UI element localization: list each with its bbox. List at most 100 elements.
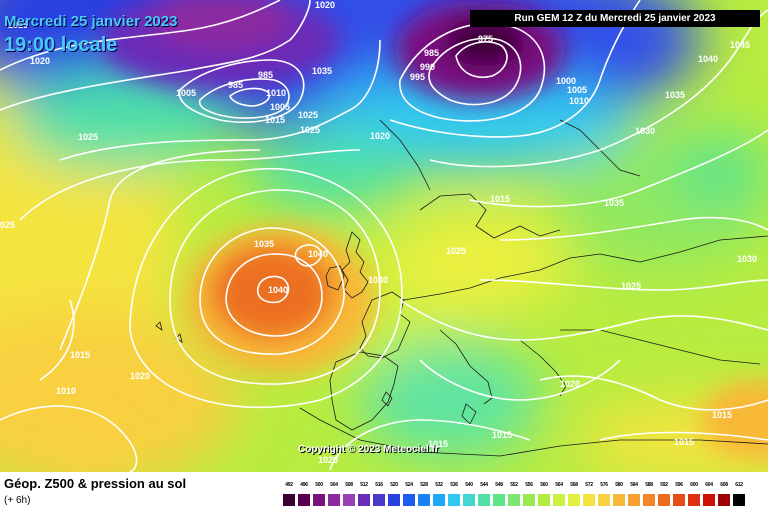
isobar-label: 1020	[315, 0, 335, 10]
scale-swatch	[568, 494, 580, 506]
scale-swatch	[493, 494, 505, 506]
isobar-label: 1025	[446, 246, 466, 256]
scale-swatch	[508, 494, 520, 506]
scale-swatch	[283, 494, 295, 506]
isobar-label: 1015	[712, 410, 732, 420]
scale-swatch	[343, 494, 355, 506]
scale-tick-label: 592	[660, 482, 668, 488]
isobar-label: 1030	[368, 275, 388, 285]
scale-tick-label: 564	[555, 482, 563, 488]
isobar-label: 985	[424, 48, 439, 58]
scale-tick-label: 608	[720, 482, 728, 488]
scale-swatch	[658, 494, 670, 506]
scale-swatch	[478, 494, 490, 506]
scale-swatch	[598, 494, 610, 506]
forecast-date: Mercredi 25 janvier 2023	[4, 13, 178, 30]
isobar-label: 1015	[265, 115, 285, 125]
isobar-label: 1020	[370, 131, 390, 141]
scale-swatch	[553, 494, 565, 506]
scale-swatch	[313, 494, 325, 506]
scale-swatch	[733, 494, 745, 506]
isobar-label: 1045	[730, 40, 750, 50]
copyright-notice: Copyright © 2023 Meteociel.fr	[298, 444, 439, 455]
isobar-label: 985	[258, 70, 273, 80]
scale-swatch	[373, 494, 385, 506]
isobar-label: 995	[410, 72, 425, 82]
scale-swatch	[523, 494, 535, 506]
scale-tick-label: 532	[435, 482, 443, 488]
legend-footer: Géop. Z500 & pression au sol (+ 6h) 492 4…	[0, 472, 768, 512]
scale-tick-label: 584	[630, 482, 638, 488]
isobar-label: 1035	[254, 239, 274, 249]
isobar-label: 1015	[492, 430, 512, 440]
isobar-label: 985	[228, 80, 243, 90]
scale-tick-label: 540	[465, 482, 473, 488]
scale-swatch	[613, 494, 625, 506]
isobar-label: 025	[0, 220, 15, 230]
scale-tick-label: 528	[420, 482, 428, 488]
scale-tick-label: 496	[300, 482, 308, 488]
isobar-label: 1010	[56, 386, 76, 396]
scale-swatch	[673, 494, 685, 506]
isobar-label: 1020	[560, 379, 580, 389]
scale-tick-label: 576	[600, 482, 608, 488]
scale-tick-label: 504	[330, 482, 338, 488]
scale-swatch	[403, 494, 415, 506]
isobar-label: 1025	[298, 110, 318, 120]
isobar-label: 1020	[30, 56, 50, 66]
scale-tick-label: 600	[690, 482, 698, 488]
isobar-label: 1020	[318, 455, 338, 465]
scale-swatch	[463, 494, 475, 506]
scale-tick-label: 520	[390, 482, 398, 488]
isobar-label: 1020	[130, 371, 150, 381]
scale-tick-label: 536	[450, 482, 458, 488]
scale-swatch	[298, 494, 310, 506]
scale-tick-label: 508	[345, 482, 353, 488]
forecast-time: 19:00 locale	[4, 34, 118, 56]
isobar-label: 1035	[312, 66, 332, 76]
isobar-label: 1005	[176, 88, 196, 98]
scale-tick-label: 524	[405, 482, 413, 488]
scale-swatch	[418, 494, 430, 506]
scale-tick-label: 492	[285, 482, 293, 488]
isobar-label: 1010	[266, 88, 286, 98]
scale-tick-label: 552	[510, 482, 518, 488]
isobar-label: 1000	[556, 76, 576, 86]
scale-swatch	[388, 494, 400, 506]
isobar-label: 1015	[8, 20, 28, 30]
scale-swatch	[718, 494, 730, 506]
scale-tick-label: 580	[615, 482, 623, 488]
scale-tick-label: 544	[480, 482, 488, 488]
scale-tick-label: 556	[525, 482, 533, 488]
isobar-label: 1005	[270, 102, 290, 112]
scale-tick-label: 588	[645, 482, 653, 488]
scale-swatch	[628, 494, 640, 506]
scale-swatch	[688, 494, 700, 506]
isobar-label: 1025	[621, 281, 641, 291]
isobar-label: 1040	[698, 54, 718, 64]
scale-swatch	[328, 494, 340, 506]
isobar-lines	[0, 0, 768, 472]
isobar-label: 1030	[635, 126, 655, 136]
isobar-label: 1005	[567, 85, 587, 95]
scale-swatch	[583, 494, 595, 506]
scale-swatch	[703, 494, 715, 506]
scale-swatch	[433, 494, 445, 506]
geopotential-color-field	[0, 0, 768, 472]
scale-tick-label: 512	[360, 482, 368, 488]
isobar-label: 975	[478, 34, 493, 44]
isobar-label: 1025	[300, 125, 320, 135]
scale-tick-label: 516	[375, 482, 383, 488]
scale-swatch	[448, 494, 460, 506]
isobar-label: 1015	[674, 437, 694, 447]
scale-swatch	[643, 494, 655, 506]
model-run-banner: Run GEM 12 Z du Mercredi 25 janvier 2023	[470, 10, 760, 27]
isobar-label: 1015	[428, 439, 448, 449]
scale-tick-label: 604	[705, 482, 713, 488]
legend-title: Géop. Z500 & pression au sol	[4, 476, 187, 491]
scale-tick-label: 560	[540, 482, 548, 488]
isobar-labels: 1020 1015 1020 1005 985 985 1010 1005 1015 1025 10…	[0, 0, 757, 465]
scale-tick-label: 548	[495, 482, 503, 488]
geopotential-map: 1020 1015 1020 1005 985 985 1010 1005 1015 1025 10…	[0, 0, 768, 472]
scale-tick-label: 612	[735, 482, 743, 488]
